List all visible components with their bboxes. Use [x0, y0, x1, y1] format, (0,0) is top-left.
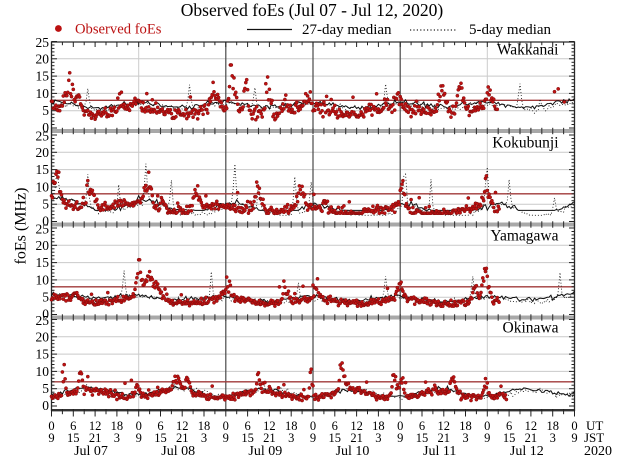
- svg-text:JST: JST: [584, 430, 604, 445]
- svg-text:15: 15: [36, 162, 50, 177]
- svg-text:15: 15: [329, 431, 342, 445]
- svg-text:12: 12: [525, 419, 538, 433]
- svg-text:18: 18: [111, 419, 124, 433]
- svg-text:Wakkanai: Wakkanai: [497, 42, 559, 59]
- svg-text:Jul 07: Jul 07: [74, 444, 108, 457]
- svg-text:21: 21: [176, 431, 189, 445]
- svg-text:Jul 08: Jul 08: [161, 444, 195, 457]
- svg-text:25: 25: [36, 129, 50, 144]
- svg-text:5: 5: [42, 290, 49, 305]
- svg-text:9: 9: [571, 431, 577, 445]
- svg-text:9: 9: [484, 431, 490, 445]
- svg-text:15: 15: [154, 431, 167, 445]
- svg-text:15: 15: [36, 255, 50, 270]
- svg-text:6: 6: [70, 419, 76, 433]
- svg-text:15: 15: [36, 347, 50, 362]
- svg-text:5: 5: [42, 103, 49, 118]
- svg-text:3: 3: [288, 431, 294, 445]
- svg-text:6: 6: [157, 419, 163, 433]
- svg-text:Observed foEs (Jul 07 - Jul 12: Observed foEs (Jul 07 - Jul 12, 2020): [181, 0, 444, 20]
- svg-text:Kokubunji: Kokubunji: [492, 135, 559, 152]
- svg-text:foEs (MHz): foEs (MHz): [13, 188, 30, 265]
- svg-text:15: 15: [36, 69, 50, 84]
- svg-text:3: 3: [550, 431, 556, 445]
- svg-text:12: 12: [350, 419, 363, 433]
- svg-text:0: 0: [42, 214, 49, 229]
- svg-text:0: 0: [571, 419, 577, 433]
- svg-text:6: 6: [332, 419, 338, 433]
- svg-text:12: 12: [89, 419, 102, 433]
- svg-text:15: 15: [416, 431, 429, 445]
- svg-text:0: 0: [136, 419, 142, 433]
- svg-text:2020: 2020: [584, 444, 612, 457]
- svg-text:UT: UT: [586, 418, 603, 433]
- svg-text:12: 12: [438, 419, 451, 433]
- svg-text:21: 21: [350, 431, 363, 445]
- svg-text:20: 20: [36, 329, 50, 344]
- svg-text:3: 3: [201, 431, 207, 445]
- svg-text:18: 18: [372, 419, 385, 433]
- svg-text:15: 15: [503, 431, 516, 445]
- svg-text:18: 18: [285, 419, 298, 433]
- svg-text:10: 10: [36, 364, 50, 379]
- svg-text:10: 10: [36, 272, 50, 287]
- svg-text:6: 6: [506, 419, 512, 433]
- svg-text:20: 20: [36, 145, 50, 160]
- svg-text:10: 10: [36, 179, 50, 194]
- svg-text:0: 0: [397, 419, 403, 433]
- svg-text:Jul 09: Jul 09: [248, 444, 282, 457]
- svg-text:6: 6: [419, 419, 425, 433]
- svg-text:25: 25: [36, 313, 50, 328]
- svg-text:25: 25: [36, 35, 50, 50]
- svg-text:20: 20: [36, 51, 50, 66]
- svg-text:5-day median: 5-day median: [469, 22, 552, 38]
- svg-text:18: 18: [459, 419, 472, 433]
- svg-text:0: 0: [48, 419, 54, 433]
- svg-text:0: 0: [42, 307, 49, 322]
- svg-text:Jul 11: Jul 11: [423, 444, 456, 457]
- svg-text:18: 18: [546, 419, 559, 433]
- svg-text:9: 9: [397, 431, 403, 445]
- svg-text:12: 12: [263, 419, 276, 433]
- svg-text:21: 21: [89, 431, 102, 445]
- svg-text:3: 3: [375, 431, 381, 445]
- svg-text:9: 9: [136, 431, 142, 445]
- svg-text:27-day median: 27-day median: [302, 22, 392, 38]
- svg-text:3: 3: [114, 431, 120, 445]
- svg-text:Yamagawa: Yamagawa: [490, 228, 558, 245]
- svg-text:10: 10: [36, 86, 50, 101]
- svg-text:18: 18: [198, 419, 211, 433]
- svg-text:9: 9: [48, 431, 54, 445]
- svg-text:6: 6: [244, 419, 250, 433]
- svg-text:21: 21: [263, 431, 276, 445]
- svg-text:Okinawa: Okinawa: [503, 320, 559, 337]
- svg-text:15: 15: [67, 431, 80, 445]
- svg-text:9: 9: [310, 431, 316, 445]
- svg-text:15: 15: [241, 431, 254, 445]
- svg-text:0: 0: [42, 120, 49, 135]
- svg-text:5: 5: [42, 197, 49, 212]
- svg-text:0: 0: [42, 398, 49, 413]
- svg-text:Jul 12: Jul 12: [510, 444, 544, 457]
- svg-text:0: 0: [484, 419, 490, 433]
- svg-text:21: 21: [438, 431, 451, 445]
- svg-text:0: 0: [223, 419, 229, 433]
- svg-text:21: 21: [525, 431, 538, 445]
- svg-text:Jul 10: Jul 10: [336, 444, 370, 457]
- svg-text:3: 3: [462, 431, 468, 445]
- svg-text:0: 0: [310, 419, 316, 433]
- svg-text:Observed foEs: Observed foEs: [75, 22, 162, 38]
- svg-text:25: 25: [36, 222, 50, 237]
- svg-text:12: 12: [176, 419, 189, 433]
- svg-text:9: 9: [223, 431, 229, 445]
- svg-text:20: 20: [36, 238, 50, 253]
- svg-text:5: 5: [42, 381, 49, 396]
